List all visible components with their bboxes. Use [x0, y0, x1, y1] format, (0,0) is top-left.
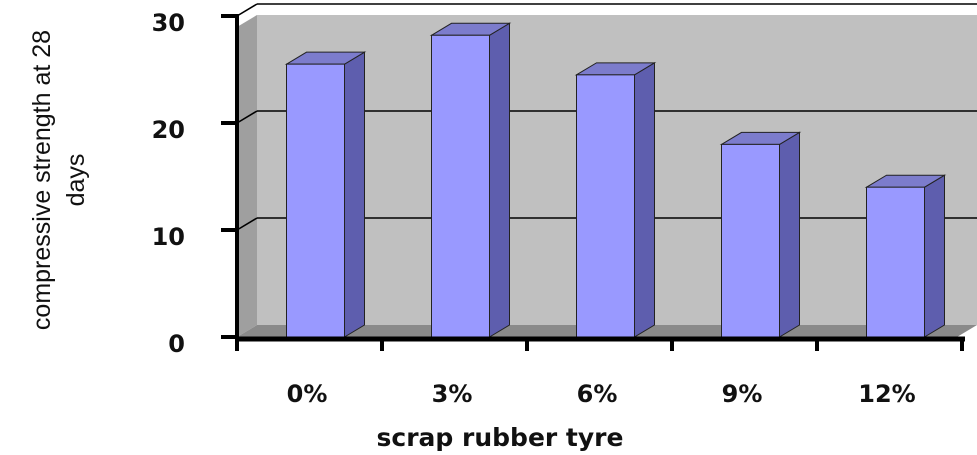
x-category-labels: 0% 3% 6% 9% 12% — [287, 380, 916, 408]
bar-side — [779, 131, 800, 338]
gridline-side — [236, 110, 258, 124]
bars — [284, 22, 947, 338]
y-tick-label: 0 — [168, 330, 185, 358]
bar-side — [924, 174, 945, 338]
x-category-label: 0% — [287, 380, 328, 408]
y-tick-label: 30 — [152, 9, 185, 37]
x-axis-title: scrap rubber tyre — [377, 423, 624, 452]
x-category-label: 6% — [577, 380, 618, 408]
x-category-label: 9% — [722, 380, 763, 408]
plot-area — [221, 3, 977, 351]
y-axis-title: compressive strength at 28 days — [28, 30, 90, 330]
x-category-label: 12% — [858, 380, 915, 408]
bar-side — [634, 61, 655, 338]
bar-side — [489, 22, 510, 338]
axes — [221, 14, 965, 351]
y-axis-title-line1: compressive strength at 28 — [28, 30, 56, 330]
y-tick-label: 20 — [152, 116, 185, 144]
gridline-side — [236, 3, 258, 17]
bar-front — [866, 186, 925, 338]
bar-front — [721, 143, 780, 338]
bar — [864, 174, 947, 338]
y-axis-title-line2: days — [62, 154, 90, 207]
bar-front — [286, 63, 345, 338]
bar — [719, 131, 802, 338]
bar — [429, 22, 512, 338]
bar — [574, 61, 657, 338]
bar — [284, 51, 367, 338]
x-category-label: 3% — [432, 380, 473, 408]
bar-side — [344, 51, 365, 338]
y-tick-labels: 0 10 20 30 — [152, 9, 185, 358]
gridline-side — [236, 217, 258, 231]
bar-front — [431, 34, 490, 338]
side-wall — [237, 15, 257, 337]
bar-front — [576, 74, 635, 338]
y-tick-label: 10 — [152, 223, 185, 251]
